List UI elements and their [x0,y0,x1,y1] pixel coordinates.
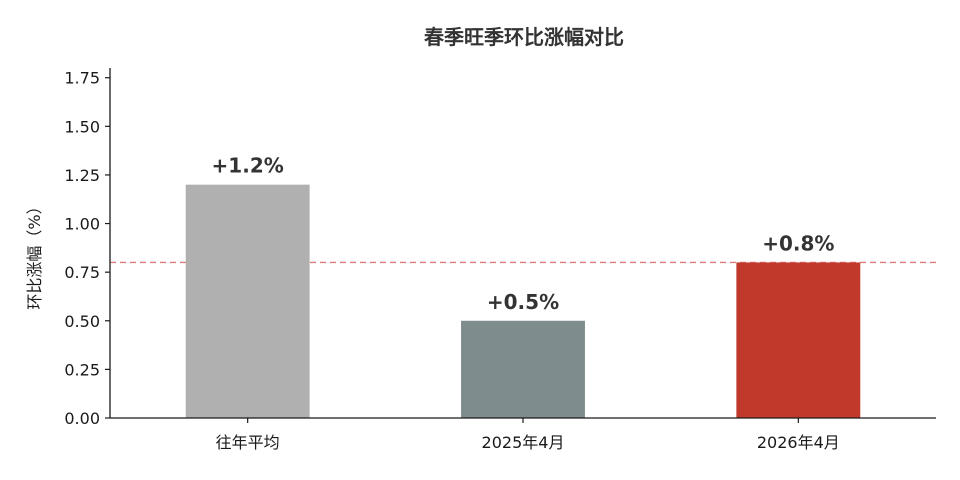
bar [736,262,861,418]
y-tick-label: 1.50 [64,117,100,136]
x-tick-label: 2025年4月 [482,433,565,452]
y-tick-label: 0.25 [64,360,100,379]
y-axis-ticks: 0.00 0.25 0.50 0.75 1.00 1.25 1.50 1.75 [64,69,110,428]
y-tick-label: 0.00 [64,409,100,428]
bar-data-label: +0.8% [762,231,834,255]
bar-data-label: +1.2% [212,154,284,178]
x-tick-label: 往年平均 [216,433,280,452]
chart-title: 春季旺季环比涨幅对比 [423,25,624,49]
x-axis-ticks: 往年平均 2025年4月 2026年4月 [216,418,840,452]
y-axis-label: 环比涨幅（%） [25,198,44,309]
x-tick-label: 2026年4月 [757,433,840,452]
bars-layer [185,184,861,418]
bar [185,184,310,418]
y-tick-label: 1.75 [64,69,100,88]
y-tick-label: 0.75 [64,263,100,282]
bar-data-label: +0.5% [487,290,559,314]
data-labels-layer: +1.2% +0.5% +0.8% [212,154,835,314]
y-tick-label: 1.00 [64,215,100,234]
y-tick-label: 0.50 [64,312,100,331]
bar [461,320,585,418]
y-tick-label: 1.25 [64,166,100,185]
